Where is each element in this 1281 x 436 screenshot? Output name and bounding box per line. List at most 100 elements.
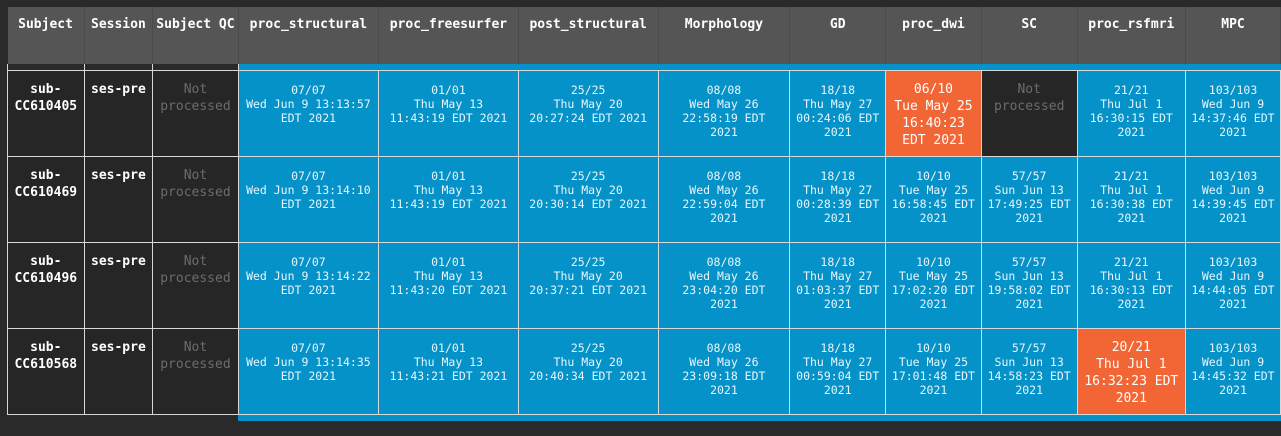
proc-structural-status-cell[interactable]: 07/07 Wed Jun 9 13:14:22 EDT 2021: [237, 242, 380, 329]
proc-freesurfer-status-cell[interactable]: 01/01 Thu May 13 11:43:21 EDT 2021: [378, 328, 519, 415]
cell-line: 25/25: [570, 83, 606, 97]
post-structural-status-cell[interactable]: 25/25 Thu May 20 20:27:24 EDT 2021: [517, 70, 659, 157]
cell-line: 00:59:04 EDT: [796, 369, 880, 383]
cell-line: 2021: [1015, 297, 1044, 311]
cell-line: 21/21: [1113, 83, 1149, 97]
session-cell[interactable]: ses-pre: [83, 242, 154, 329]
cell-line: processed: [160, 99, 231, 114]
cell-line: 01/01: [431, 169, 466, 183]
cell-line: 10/10: [916, 169, 951, 183]
col-header-gd[interactable]: GD: [789, 7, 887, 64]
morphology-status-cell[interactable]: 08/08 Wed May 26 23:09:18 EDT 2021: [657, 328, 791, 415]
cell-line: sub-: [30, 340, 62, 355]
proc-structural-status-cell[interactable]: 07/07 Wed Jun 9 13:14:10 EDT 2021: [237, 156, 380, 243]
cell-line: 2021: [710, 211, 738, 225]
cell-line: 2021: [1219, 297, 1247, 311]
subject-qc-cell[interactable]: Not processed: [152, 242, 239, 329]
session-cell[interactable]: ses-pre: [83, 70, 154, 157]
table-row: sub- CC610496 ses-pre Not processed 07/07 Wed …: [7, 242, 1281, 329]
subject-qc-cell[interactable]: Not processed: [152, 328, 239, 415]
gd-status-cell[interactable]: 18/18 Thu May 27 00:28:39 EDT 2021: [789, 156, 887, 243]
col-header-sc[interactable]: SC: [981, 7, 1078, 64]
col-header-post-structural[interactable]: post_structural: [518, 7, 659, 64]
col-header-subject-qc[interactable]: Subject QC: [152, 7, 239, 64]
col-header-proc-structural[interactable]: proc_structural: [238, 7, 380, 64]
cell-line: Thu May 20: [553, 97, 623, 111]
proc-structural-status-cell[interactable]: 07/07 Wed Jun 9 13:14:35 EDT 2021: [237, 328, 380, 415]
sc-status-cell[interactable]: Not processed: [980, 70, 1078, 157]
subject-qc-cell[interactable]: Not processed: [152, 156, 239, 243]
proc-rsfmri-status-cell[interactable]: 21/21 Thu Jul 1 16:30:15 EDT 2021: [1076, 70, 1187, 157]
cell-line: EDT 2021: [280, 111, 337, 125]
cell-line: 08/08: [706, 169, 742, 183]
cell-line: 2021: [1115, 391, 1147, 406]
table-row: sub- CC610568 ses-pre Not processed 07/07 Wed …: [7, 328, 1281, 415]
cell-line: 18/18: [820, 83, 856, 97]
cell-line: 23:04:20 EDT: [682, 283, 766, 297]
cell-line: 2021: [1015, 383, 1044, 397]
cell-line: processed: [160, 185, 231, 200]
proc-dwi-status-cell[interactable]: 06/10 Tue May 25 16:40:23 EDT 2021: [885, 70, 982, 157]
gd-status-cell[interactable]: 18/18 Thu May 27 00:59:04 EDT 2021: [789, 328, 887, 415]
mpc-status-cell[interactable]: 103/103 Wed Jun 9 14:39:45 EDT 2021: [1185, 156, 1281, 243]
col-header-session[interactable]: Session: [84, 7, 154, 64]
subject-cell[interactable]: sub- CC610568: [7, 328, 85, 415]
proc-rsfmri-status-cell[interactable]: 21/21 Thu Jul 1 16:30:38 EDT 2021: [1076, 156, 1187, 243]
col-header-mpc[interactable]: MPC: [1185, 7, 1281, 64]
cell-line: Sun Jun 13: [994, 355, 1064, 369]
cell-line: 01:03:37 EDT: [796, 283, 880, 297]
proc-freesurfer-status-cell[interactable]: 01/01 Thu May 13 11:43:19 EDT 2021: [378, 156, 519, 243]
cell-line: 25/25: [570, 341, 606, 355]
cell-line: CC610568: [14, 357, 78, 372]
post-structural-status-cell[interactable]: 25/25 Thu May 20 20:37:21 EDT 2021: [517, 242, 659, 329]
cell-line: 20:40:34 EDT 2021: [529, 369, 647, 383]
cell-line: 00:24:06 EDT: [796, 111, 880, 125]
post-structural-status-cell[interactable]: 25/25 Thu May 20 20:40:34 EDT 2021: [517, 328, 659, 415]
proc-dwi-status-cell[interactable]: 10/10 Tue May 25 17:02:20 EDT 2021: [885, 242, 982, 329]
subject-cell[interactable]: sub- CC610496: [7, 242, 85, 329]
cell-line: 11:43:21 EDT 2021: [389, 369, 508, 383]
cell-line: 17:02:20 EDT: [891, 283, 975, 297]
post-structural-status-cell[interactable]: 25/25 Thu May 20 20:30:14 EDT 2021: [517, 156, 659, 243]
session-cell[interactable]: ses-pre: [83, 156, 154, 243]
cell-line: Wed Jun 9 13:14:22: [246, 269, 371, 283]
mpc-status-cell[interactable]: 103/103 Wed Jun 9 14:37:46 EDT 2021: [1185, 70, 1281, 157]
col-header-proc-dwi[interactable]: proc_dwi: [885, 7, 982, 64]
col-header-proc-freesurfer[interactable]: proc_freesurfer: [378, 7, 519, 64]
mpc-status-cell[interactable]: 103/103 Wed Jun 9 14:44:05 EDT 2021: [1185, 242, 1281, 329]
subject-cell[interactable]: sub- CC610469: [7, 156, 85, 243]
cell-line: Not: [183, 82, 208, 97]
morphology-status-cell[interactable]: 08/08 Wed May 26 22:58:19 EDT 2021: [657, 70, 791, 157]
cell-line: 21/21: [1113, 255, 1149, 269]
subject-cell[interactable]: sub- CC610405: [7, 70, 85, 157]
gd-status-cell[interactable]: 18/18 Thu May 27 01:03:37 EDT 2021: [789, 242, 887, 329]
cell-line: Wed Jun 9 13:14:10: [246, 183, 371, 197]
col-header-subject[interactable]: Subject: [7, 7, 85, 64]
col-header-morphology[interactable]: Morphology: [658, 7, 791, 64]
proc-dwi-status-cell[interactable]: 10/10 Tue May 25 16:58:45 EDT 2021: [885, 156, 982, 243]
cell-line: 08/08: [706, 255, 742, 269]
proc-structural-status-cell[interactable]: 07/07 Wed Jun 9 13:13:57 EDT 2021: [237, 70, 380, 157]
mpc-status-cell[interactable]: 103/103 Wed Jun 9 14:45:32 EDT 2021: [1185, 328, 1281, 415]
sc-status-cell[interactable]: 57/57 Sun Jun 13 17:49:25 EDT 2021: [980, 156, 1078, 243]
proc-rsfmri-status-cell[interactable]: 21/21 Thu Jul 1 16:30:13 EDT 2021: [1076, 242, 1187, 329]
proc-freesurfer-status-cell[interactable]: 01/01 Thu May 13 11:43:20 EDT 2021: [378, 242, 519, 329]
cell-line: 16:40:23: [902, 116, 965, 131]
morphology-status-cell[interactable]: 08/08 Wed May 26 22:59:04 EDT 2021: [657, 156, 791, 243]
morphology-status-cell[interactable]: 08/08 Wed May 26 23:04:20 EDT 2021: [657, 242, 791, 329]
proc-dwi-status-cell[interactable]: 10/10 Tue May 25 17:01:48 EDT 2021: [885, 328, 982, 415]
cell-line: Wed May 26: [689, 355, 759, 369]
sc-status-cell[interactable]: 57/57 Sun Jun 13 14:58:23 EDT 2021: [980, 328, 1078, 415]
proc-rsfmri-status-cell[interactable]: 20/21 Thu Jul 1 16:32:23 EDT 2021: [1076, 328, 1187, 415]
subject-qc-cell[interactable]: Not processed: [152, 70, 239, 157]
cell-line: 07/07: [291, 83, 326, 97]
col-header-proc-rsfmri[interactable]: proc_rsfmri: [1077, 7, 1187, 64]
cell-line: 2021: [919, 297, 948, 311]
session-cell[interactable]: ses-pre: [83, 328, 154, 415]
cell-line: EDT 2021: [280, 283, 337, 297]
sc-status-cell[interactable]: 57/57 Sun Jun 13 19:58:02 EDT 2021: [980, 242, 1078, 329]
cell-line: 16:30:38 EDT: [1089, 197, 1173, 211]
cell-line: 25/25: [570, 255, 606, 269]
proc-freesurfer-status-cell[interactable]: 01/01 Thu May 13 11:43:19 EDT 2021: [378, 70, 519, 157]
gd-status-cell[interactable]: 18/18 Thu May 27 00:24:06 EDT 2021: [789, 70, 887, 157]
